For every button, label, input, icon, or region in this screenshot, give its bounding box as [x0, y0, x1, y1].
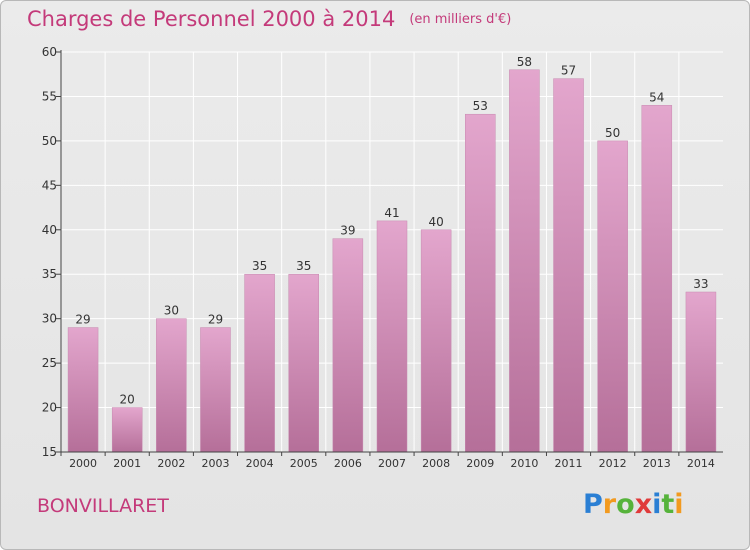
bar [200, 327, 231, 453]
proxiti-logo: Proxiti [583, 489, 684, 520]
y-tick-label: 15 [42, 445, 57, 459]
chart-subtitle: (en milliers d'€) [409, 12, 512, 27]
x-tick-label: 2005 [290, 457, 318, 470]
x-tick-label: 2012 [599, 457, 627, 470]
bar [156, 318, 187, 453]
bar-value-label: 35 [296, 259, 311, 273]
bar-value-label: 33 [693, 277, 708, 291]
x-tick-label: 2003 [201, 457, 229, 470]
y-tick-label: 60 [42, 45, 57, 59]
bar [67, 327, 99, 453]
bar-value-label: 57 [561, 64, 576, 78]
y-tick-label: 35 [42, 267, 57, 281]
x-tick-label: 2011 [555, 457, 583, 470]
bar [553, 78, 584, 453]
bar-value-label: 20 [120, 393, 135, 407]
bar [376, 220, 408, 453]
logo-letter: P [583, 489, 603, 520]
bar [420, 229, 452, 453]
axes: 15 20 25 30 35 40 45 50 55 60 2000 2001 2002 2003 2004… [42, 45, 723, 470]
y-tick-label: 55 [42, 89, 57, 103]
x-tick-label: 2002 [157, 457, 185, 470]
bar-value-label: 39 [340, 224, 355, 238]
logo-letter: o [616, 489, 635, 520]
logo-letter: x [634, 489, 653, 520]
bar [244, 273, 275, 453]
bar-value-label: 40 [428, 215, 443, 229]
bar [685, 291, 717, 453]
logo-letter: t [661, 489, 675, 520]
place-name: BONVILLARET [37, 495, 169, 517]
y-tick-label: 20 [42, 401, 57, 415]
chart-title-text: Charges de Personnel 2000 à 2014 [27, 7, 396, 31]
x-tick-label: 2010 [510, 457, 538, 470]
y-tick-label: 30 [42, 312, 57, 326]
bar [641, 105, 673, 453]
bar-value-label: 41 [384, 206, 399, 220]
y-tick-label: 50 [42, 134, 57, 148]
chart-title: Charges de Personnel 2000 à 2014 (en mill… [27, 7, 511, 31]
bar-value-label: 53 [473, 99, 488, 113]
y-tick-label: 25 [42, 356, 57, 370]
bar [332, 238, 364, 453]
labels: 29 20 30 29 35 35 39 41 40 53 58 57 50 54 33 [75, 55, 708, 407]
x-tick-label: 2009 [466, 457, 494, 470]
bar-value-label: 54 [649, 90, 664, 104]
x-tick-label: 2004 [246, 457, 274, 470]
y-tick-label: 40 [42, 223, 57, 237]
bar [111, 407, 143, 453]
bar-value-label: 50 [605, 126, 620, 140]
bar-value-label: 30 [164, 304, 179, 318]
logo-letter: i [674, 489, 684, 520]
logo-letter: i [652, 489, 662, 520]
x-tick-label: 2008 [422, 457, 450, 470]
bars [67, 69, 717, 453]
x-tick-label: 2001 [113, 457, 141, 470]
y-tick-label: 45 [42, 178, 57, 192]
x-tick-label: 2013 [643, 457, 671, 470]
bar-value-label: 29 [208, 313, 223, 327]
bar-value-label: 29 [75, 313, 90, 327]
bar [509, 69, 540, 453]
bar [465, 113, 496, 453]
x-tick-label: 2006 [334, 457, 362, 470]
logo-letter: r [602, 489, 617, 520]
bar [597, 140, 628, 453]
x-tick-label: 2014 [687, 457, 715, 470]
bar [288, 273, 319, 453]
x-tick-label: 2007 [378, 457, 406, 470]
bar-value-label: 58 [517, 55, 532, 69]
bar-value-label: 35 [252, 259, 267, 273]
x-tick-label: 2000 [69, 457, 97, 470]
